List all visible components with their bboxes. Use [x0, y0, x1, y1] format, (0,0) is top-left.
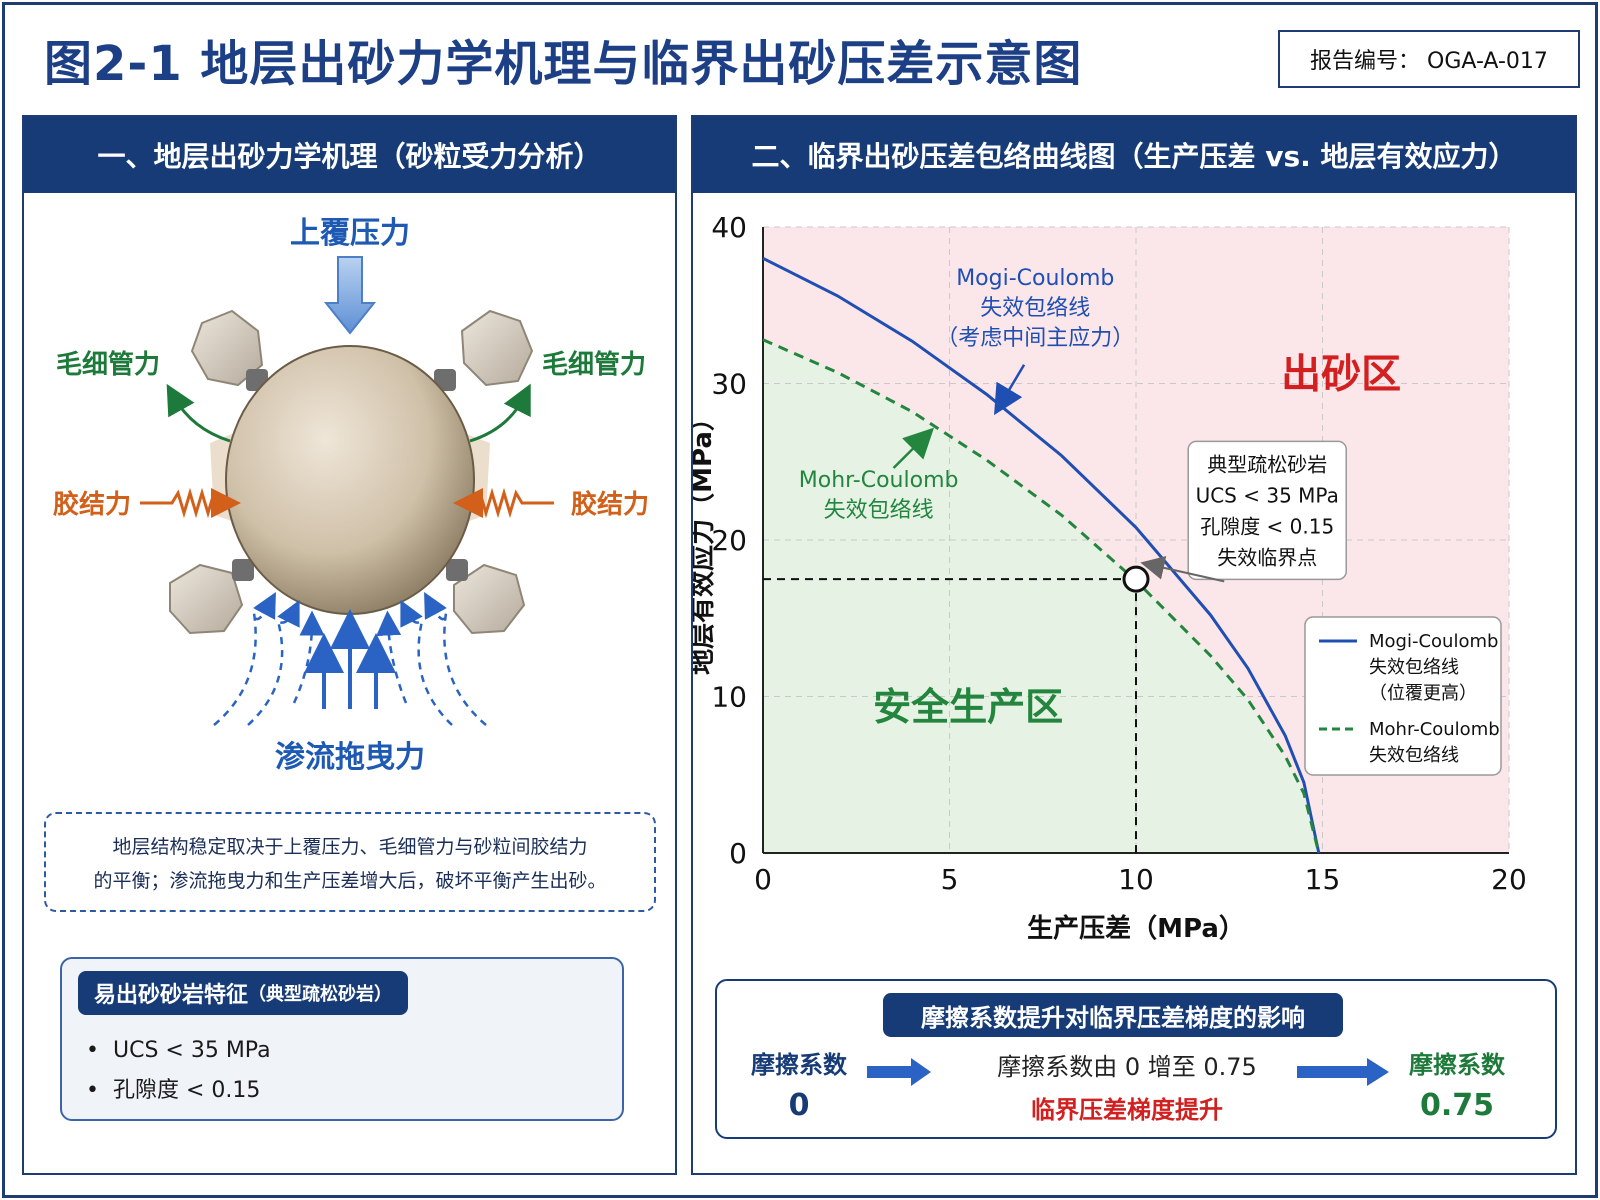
safe-zone-area — [763, 339, 1319, 853]
friction-start-label: 摩擦系数 — [751, 1051, 847, 1079]
friction-arrow-left-icon — [867, 1058, 931, 1086]
mogi-annotation-line: Mogi-Coulomb — [956, 266, 1114, 291]
feature-item-ucs: UCS < 35 MPa — [86, 1031, 271, 1071]
y-tick-label: 20 — [711, 524, 747, 557]
capillary-arrow-right-icon — [469, 383, 531, 443]
mechanism-panel: 一、地层出砂力学机理（砂粒受力分析） 上覆压力 — [22, 115, 677, 1175]
legend-label-mohr: Mohr-Coulomb — [1369, 719, 1500, 740]
contact-cement-bottom-right — [446, 559, 468, 581]
friction-start: 摩擦系数 0 — [739, 1045, 859, 1123]
x-tick-label: 0 — [754, 863, 772, 896]
mogi-annotation-arrow — [994, 364, 1026, 416]
critical-annotation-line: 典型疏松砂岩 — [1207, 452, 1327, 476]
legend-label-mogi: 失效包络线 — [1369, 657, 1459, 678]
critical-annotation-line: 失效临界点 — [1217, 545, 1317, 569]
seepage-flow-arrows-icon — [213, 591, 487, 726]
mogi-annotation-line: 失效包络线 — [980, 296, 1090, 321]
friction-effect-box: 摩擦系数提升对临界压差梯度的影响 摩擦系数 0 摩擦系数由 0 增至 0.75 … — [715, 979, 1557, 1139]
x-tick-label: 15 — [1305, 863, 1341, 896]
chart-legend — [1304, 616, 1502, 776]
stability-note-line2: 的平衡；渗流拖曳力和生产压差增大后，破坏平衡产生出砂。 — [93, 870, 607, 892]
overburden-label: 上覆压力 — [290, 216, 410, 251]
x-tick-label: 10 — [1118, 863, 1154, 896]
contact-cement-bottom-left — [232, 559, 254, 581]
friction-description: 摩擦系数由 0 增至 0.75 临界压差梯度提升 — [947, 1047, 1307, 1125]
features-title-sub: （典型疏松砂岩） — [248, 984, 393, 1005]
overburden-arrow-icon — [323, 256, 377, 335]
x-tick-label: 5 — [941, 863, 959, 896]
critical-annotation-arrow — [1140, 556, 1225, 583]
mohr-annotation-arrow — [892, 427, 935, 469]
legend-label-mogi: （位覆更高） — [1369, 683, 1477, 704]
legend-label-mohr: 失效包络线 — [1369, 745, 1459, 766]
y-tick-label: 40 — [711, 211, 747, 244]
friction-end: 摩擦系数 0.75 — [1397, 1045, 1517, 1123]
mogi-annotation-line: （考虑中间主应力） — [936, 326, 1134, 351]
envelope-chart: 0 5 10 15 20 0 10 20 30 40 生产压差（MPa） 地层有效应力（MPa） 出砂区… — [693, 211, 1527, 944]
cement-spring-right-icon — [453, 487, 554, 519]
x-axis-label: 生产压差（MPa） — [1027, 913, 1245, 944]
features-title-main: 易出砂砂岩特征 — [94, 983, 249, 1008]
cement-label-left: 胶结力 — [53, 489, 131, 520]
friction-title: 摩擦系数提升对临界压差梯度的影响 — [883, 993, 1343, 1037]
y-tick-label: 30 — [711, 368, 747, 401]
y-axis-label: 地层有效应力（MPa） — [693, 405, 718, 675]
seepage-drag-label: 渗流拖曳力 — [275, 740, 425, 775]
capillary-arrow-left-icon — [166, 383, 231, 443]
report-number: 报告编号： OGA-A-017 — [1278, 30, 1580, 88]
series-line-mogi-coulomb — [762, 256, 1321, 854]
friction-effect-text: 临界压差梯度提升 — [1031, 1096, 1223, 1124]
envelope-panel: 二、临界出砂压差包络曲线图（生产压差 vs. 地层有效应力） 0 5 10 15 20 0… — [691, 115, 1577, 1175]
mohr-annotation-line: 失效包络线 — [824, 498, 934, 523]
support-grain-bottom-right — [453, 563, 526, 635]
x-tick-label: 20 — [1491, 863, 1527, 896]
sand-grain — [225, 345, 475, 615]
friction-desc-text: 摩擦系数由 0 增至 0.75 — [997, 1053, 1257, 1081]
features-list: UCS < 35 MPa 孔隙度 < 0.15 — [86, 1031, 271, 1111]
sand-grain-diagram: 上覆压力 毛细管力 毛细管力 胶结力 胶结力 — [53, 216, 649, 775]
critical-annotation-line: UCS < 35 MPa — [1196, 483, 1339, 507]
capillary-label-left: 毛细管力 — [56, 349, 160, 380]
stability-note-line1: 地层结构稳定取决于上覆压力、毛细管力与砂粒间胶结力 — [112, 836, 588, 858]
friction-start-value: 0 — [788, 1088, 810, 1123]
critical-point-marker — [1122, 565, 1150, 593]
sandstone-features-box: 易出砂砂岩特征 （典型疏松砂岩） UCS < 35 MPa 孔隙度 < 0.15 — [60, 957, 624, 1121]
feature-item-porosity: 孔隙度 < 0.15 — [86, 1071, 271, 1111]
stability-note: 地层结构稳定取决于上覆压力、毛细管力与砂粒间胶结力 的平衡；渗流拖曳力和生产压差… — [44, 812, 656, 912]
capillary-label-right: 毛细管力 — [542, 349, 646, 380]
sand-zone-label: 出砂区 — [1281, 352, 1401, 398]
mechanism-heading: 一、地层出砂力学机理（砂粒受力分析） — [24, 117, 675, 193]
safe-zone-label: 安全生产区 — [873, 685, 1063, 729]
cement-spring-left-icon — [140, 487, 241, 519]
legend-label-mogi: Mogi-Coulomb — [1369, 631, 1498, 652]
envelope-heading: 二、临界出砂压差包络曲线图（生产压差 vs. 地层有效应力） — [693, 117, 1575, 193]
features-title: 易出砂砂岩特征 （典型疏松砂岩） — [78, 971, 409, 1015]
critical-annotation-box — [1187, 440, 1347, 581]
support-grain-bottom-left — [169, 563, 244, 635]
friction-end-label: 摩擦系数 — [1409, 1051, 1505, 1079]
y-tick-label: 0 — [729, 837, 747, 870]
cement-label-right: 胶结力 — [571, 489, 649, 520]
y-tick-label: 10 — [711, 681, 747, 714]
mohr-annotation-line: Mohr-Coulomb — [799, 468, 959, 493]
contact-cement-top-right — [434, 369, 456, 391]
friction-arrow-right-icon — [1297, 1058, 1389, 1086]
critical-annotation-line: 孔隙度 < 0.15 — [1200, 514, 1334, 538]
page-title: 图2-1 地层出砂力学机理与临界出砂压差示意图 — [44, 36, 1083, 92]
friction-end-value: 0.75 — [1419, 1088, 1495, 1123]
support-grain-top-right — [460, 309, 534, 387]
